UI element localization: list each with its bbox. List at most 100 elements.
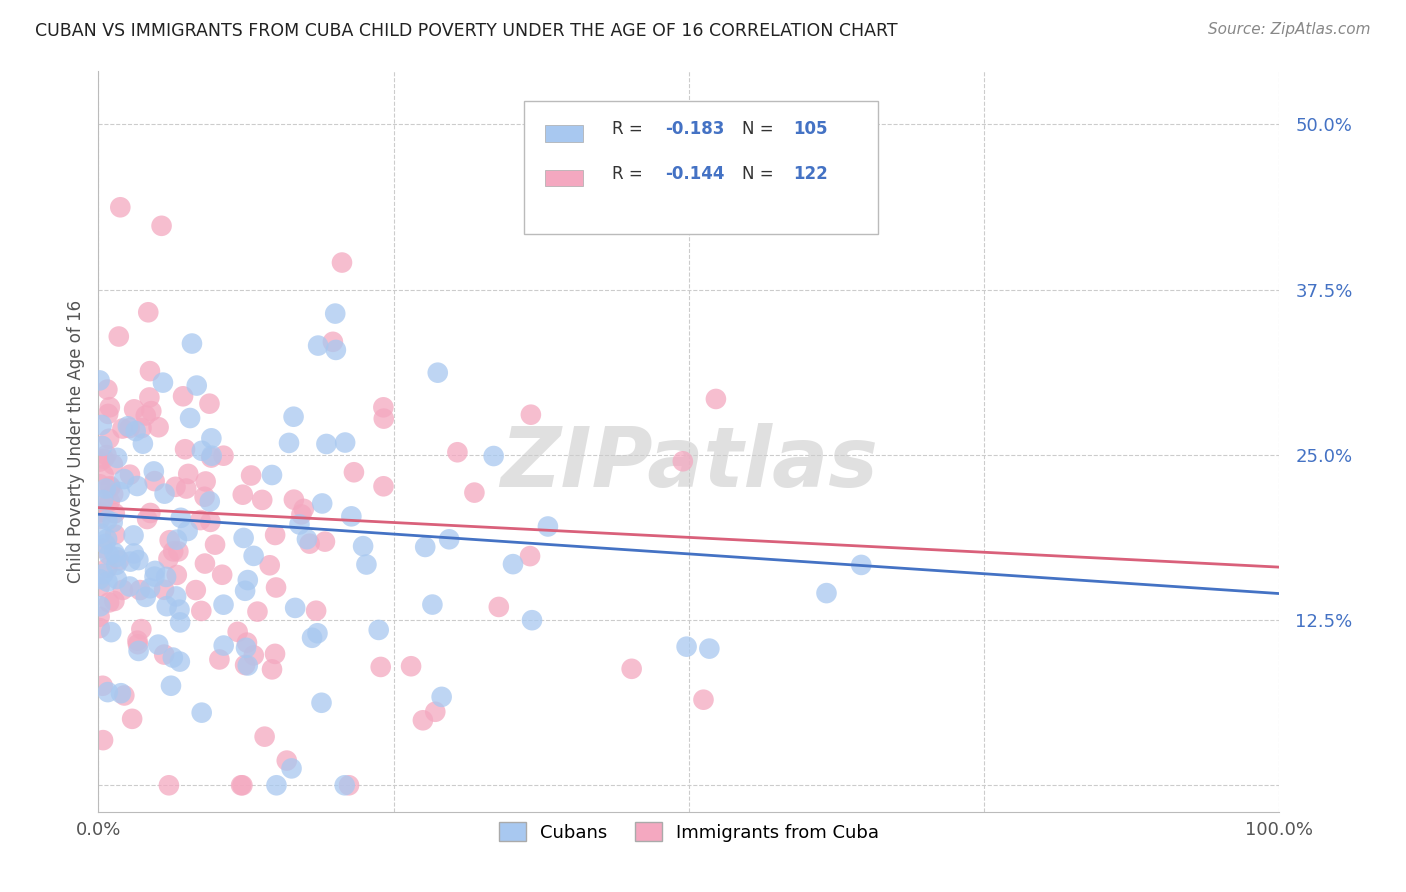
Point <box>201 449 224 463</box>
Point <box>111 582 134 597</box>
Point <box>155 570 177 584</box>
Text: N =: N = <box>742 164 779 183</box>
Point <box>437 533 460 547</box>
Point <box>105 549 128 564</box>
Point <box>96 448 118 462</box>
Point <box>89 505 111 519</box>
Point <box>292 501 315 516</box>
Point <box>179 411 201 425</box>
Point <box>127 637 149 651</box>
Point <box>94 537 117 551</box>
Point <box>118 580 141 594</box>
Point <box>89 477 111 491</box>
Point <box>815 586 838 600</box>
Point <box>259 558 281 573</box>
Point <box>89 454 111 468</box>
Point <box>233 658 256 673</box>
Point <box>356 558 378 572</box>
Point <box>236 658 259 673</box>
Point <box>288 517 311 532</box>
Point <box>91 439 114 453</box>
Point <box>200 450 222 465</box>
Point <box>208 652 231 666</box>
Point <box>699 641 721 656</box>
Point <box>463 485 485 500</box>
Point <box>150 219 173 233</box>
Point <box>200 515 222 529</box>
Point <box>502 557 524 571</box>
Point <box>162 544 184 558</box>
Point <box>198 397 221 411</box>
Point <box>136 512 159 526</box>
Point <box>200 431 222 445</box>
Point <box>174 442 197 457</box>
Point <box>101 516 124 530</box>
Point <box>89 580 111 594</box>
Point <box>191 443 214 458</box>
Point <box>143 474 166 488</box>
Point <box>169 615 191 630</box>
Point <box>307 338 329 352</box>
Point <box>333 435 356 450</box>
Point <box>343 465 366 479</box>
Point <box>101 458 124 472</box>
Point <box>110 686 132 700</box>
Point <box>446 445 468 459</box>
Point <box>93 467 115 482</box>
Point <box>430 690 453 704</box>
Point <box>246 605 269 619</box>
Point <box>148 420 170 434</box>
Point <box>108 485 131 500</box>
Point <box>412 713 434 727</box>
Point <box>704 392 727 406</box>
Point <box>231 778 253 792</box>
Point <box>93 451 115 466</box>
Point <box>94 482 117 496</box>
Point <box>305 604 328 618</box>
Point <box>105 572 128 586</box>
Point <box>260 468 283 483</box>
Point <box>104 506 127 520</box>
Point <box>520 613 543 627</box>
Point <box>314 534 336 549</box>
Point <box>177 467 200 481</box>
Point <box>139 506 162 520</box>
Point <box>367 623 389 637</box>
Point <box>240 468 263 483</box>
Point <box>153 486 176 500</box>
Point <box>242 648 264 663</box>
Text: -0.183: -0.183 <box>665 120 724 138</box>
Point <box>122 402 145 417</box>
Legend: Cubans, Immigrants from Cuba: Cubans, Immigrants from Cuba <box>489 814 889 851</box>
Point <box>337 778 360 792</box>
Text: R =: R = <box>612 164 648 183</box>
Text: N =: N = <box>742 120 779 138</box>
Point <box>111 421 134 435</box>
Point <box>156 599 179 614</box>
Point <box>198 494 221 508</box>
Point <box>194 475 217 489</box>
Point <box>236 635 259 649</box>
Point <box>186 378 208 392</box>
Point <box>236 573 259 587</box>
Point <box>153 582 176 597</box>
Point <box>675 640 697 654</box>
Point <box>851 558 873 572</box>
Point <box>96 561 118 575</box>
Point <box>91 541 114 556</box>
Point <box>190 706 212 720</box>
Point <box>264 647 287 661</box>
Point <box>135 409 157 423</box>
Point <box>252 492 274 507</box>
Point <box>165 480 187 494</box>
Point <box>127 553 149 567</box>
Point <box>108 553 131 567</box>
Point <box>212 639 235 653</box>
Point <box>98 401 121 415</box>
Point <box>157 551 180 566</box>
Point <box>315 437 337 451</box>
Point <box>307 626 329 640</box>
Point <box>169 655 191 669</box>
Point <box>276 754 298 768</box>
FancyBboxPatch shape <box>546 125 582 142</box>
